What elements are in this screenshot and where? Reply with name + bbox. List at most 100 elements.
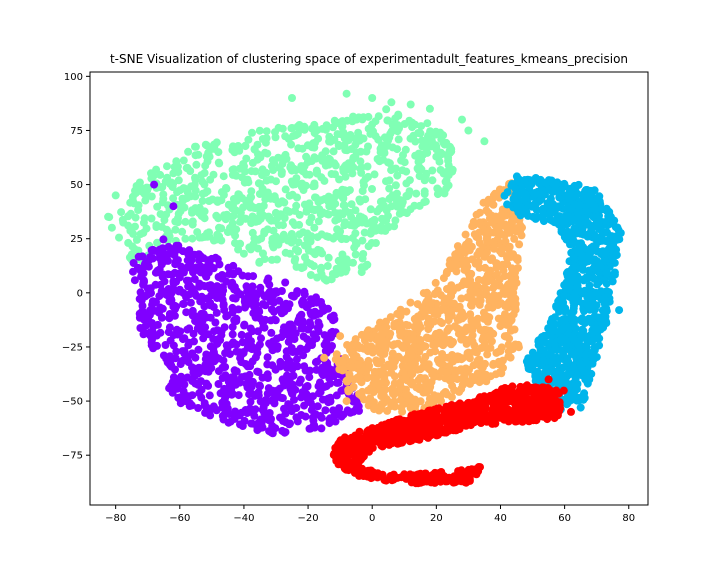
data-point (259, 249, 267, 258)
data-point (317, 230, 326, 239)
data-point (504, 320, 513, 329)
y-tick-label: −75 (62, 451, 83, 462)
data-point (389, 362, 398, 371)
data-point (516, 221, 525, 230)
data-point (457, 365, 465, 374)
data-point (188, 217, 197, 226)
data-point (463, 349, 472, 358)
data-point (136, 288, 145, 297)
data-point (354, 402, 363, 411)
data-point (468, 337, 477, 346)
data-point (536, 345, 545, 354)
data-point (441, 374, 450, 383)
data-point (239, 203, 248, 212)
y-tick-label: −50 (62, 397, 83, 408)
data-point (224, 418, 233, 427)
data-point (520, 176, 529, 184)
data-point (393, 171, 402, 180)
data-point (368, 185, 376, 193)
data-point (578, 314, 587, 323)
data-point (399, 343, 408, 352)
data-point (505, 242, 514, 251)
data-point (508, 216, 517, 225)
data-point (238, 338, 247, 347)
data-point (576, 331, 585, 339)
x-tick-label: 40 (494, 513, 507, 524)
data-point (351, 335, 360, 344)
data-point (343, 341, 352, 349)
data-point (308, 205, 317, 214)
data-point (248, 128, 256, 137)
data-point (595, 261, 604, 270)
data-point (153, 341, 161, 350)
data-point (306, 271, 315, 279)
data-point (514, 343, 523, 352)
data-point (348, 363, 357, 372)
data-point (188, 208, 196, 217)
data-point (265, 339, 274, 348)
data-point (501, 310, 509, 319)
data-point (366, 129, 375, 138)
data-point (247, 167, 256, 176)
data-point (327, 333, 335, 342)
data-point (111, 191, 120, 200)
data-point (334, 215, 343, 223)
data-point (229, 212, 238, 221)
data-point (460, 265, 469, 274)
data-point (214, 335, 223, 344)
data-point (398, 407, 407, 416)
data-point (478, 408, 487, 417)
data-point (358, 115, 367, 124)
data-point (330, 116, 339, 125)
data-point (608, 277, 617, 286)
data-point (267, 255, 276, 264)
data-point (211, 253, 220, 262)
data-point (444, 313, 453, 322)
data-point (280, 428, 289, 437)
data-point (230, 148, 239, 157)
data-point (139, 218, 148, 227)
data-point (182, 308, 191, 317)
data-point (503, 200, 512, 209)
data-point (254, 388, 263, 397)
data-point (437, 470, 446, 479)
data-point (360, 471, 369, 480)
data-point (410, 314, 419, 323)
data-point (181, 234, 190, 243)
y-tick-label: 50 (70, 180, 83, 191)
data-point (410, 477, 419, 486)
data-point (390, 390, 398, 399)
data-point (443, 476, 452, 485)
data-point (117, 208, 126, 217)
data-point (502, 332, 511, 340)
data-point (277, 309, 286, 318)
data-point (212, 308, 221, 317)
data-point (456, 418, 465, 427)
data-point (201, 161, 210, 170)
data-point (267, 415, 275, 423)
data-point (256, 180, 265, 188)
data-point (381, 337, 390, 345)
data-point (422, 169, 431, 178)
data-point (330, 193, 339, 202)
y-tick-label: 100 (64, 72, 83, 83)
data-point (341, 146, 350, 154)
data-point (209, 348, 218, 357)
data-point (293, 417, 302, 426)
data-point (303, 335, 311, 344)
data-point (280, 233, 289, 242)
data-point (147, 192, 156, 201)
data-point (432, 299, 441, 308)
data-point (489, 237, 498, 246)
data-point (285, 320, 294, 329)
data-point (240, 321, 249, 330)
data-point (434, 151, 443, 160)
data-point (484, 303, 493, 312)
data-point (131, 222, 139, 231)
data-point (218, 399, 227, 408)
data-point (317, 196, 326, 205)
data-point (351, 250, 360, 259)
data-point (188, 234, 197, 243)
data-point (439, 389, 448, 398)
data-point (297, 264, 306, 273)
